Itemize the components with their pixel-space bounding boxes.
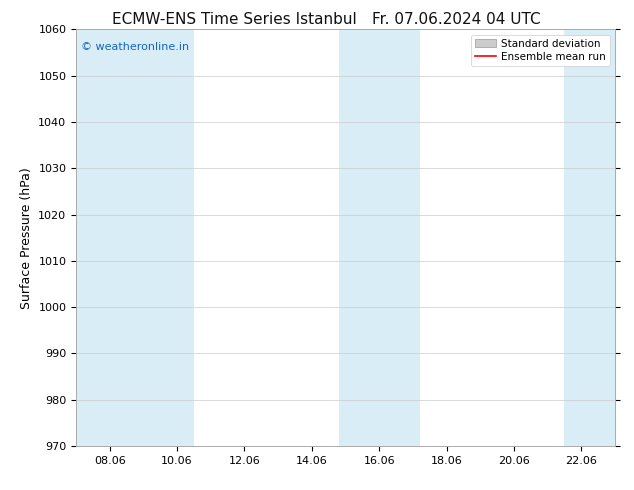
Bar [76, 29, 127, 446]
Bar [389, 29, 420, 446]
Text: ECMW-ENS Time Series Istanbul: ECMW-ENS Time Series Istanbul [112, 12, 357, 27]
Bar [127, 29, 194, 446]
Bar [564, 29, 615, 446]
Text: Fr. 07.06.2024 04 UTC: Fr. 07.06.2024 04 UTC [372, 12, 541, 27]
Text: © weatheronline.in: © weatheronline.in [81, 42, 190, 52]
Y-axis label: Surface Pressure (hPa): Surface Pressure (hPa) [20, 167, 33, 309]
Bar [339, 29, 389, 446]
Legend: Standard deviation, Ensemble mean run: Standard deviation, Ensemble mean run [470, 35, 610, 66]
